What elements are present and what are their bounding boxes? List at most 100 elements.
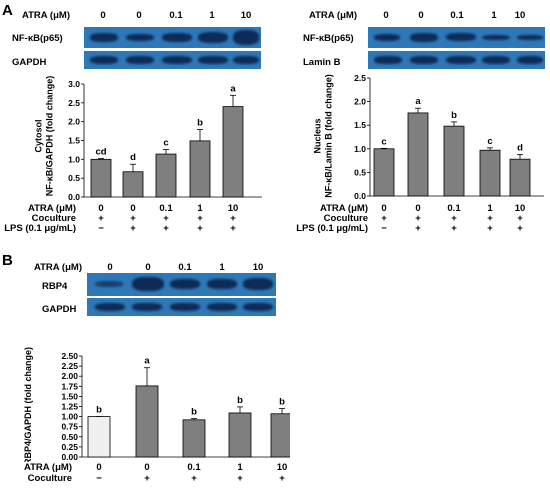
bar [270,413,290,458]
blot-label-laminb: Lamin B [303,57,341,68]
bar [155,153,177,198]
y-tick-label: 2.5 [68,98,80,108]
bar [222,106,244,198]
western-blot-laminb [368,51,545,69]
condition-cell: 0 [415,203,421,214]
y-tick-label: 1.0 [68,154,80,164]
y-tick-label: 2.50 [61,351,78,361]
condition-cell: 0 [130,203,136,214]
condition-cell: + [415,213,421,224]
condition-cell: 0 [98,203,104,214]
condition-row-label: LPS (0.1 μg/mL) [296,223,368,234]
blot-label-rbp4: RBP4 [42,281,68,292]
y-tick-label: 0.0 [354,191,366,201]
atra-dose-label: 0 [383,10,389,21]
atra-dose-label: 10 [252,262,264,273]
y-axis-title: RBP4/GAPDH (fold change) [23,347,33,462]
y-tick-label: 3.0 [68,79,80,89]
condition-cell: + [381,213,387,224]
bar [87,416,111,458]
condition-cell: 10 [227,203,239,214]
condition-cell: + [487,223,493,234]
y-tick-label: 0.0 [68,192,80,202]
significance-letter: d [517,142,523,153]
significance-letter: b [197,118,203,129]
western-blot-gapdh-a [84,51,261,69]
y-tick-label: 0.25 [61,442,78,452]
atra-dose-label: 1 [209,10,215,21]
condition-cell: + [197,213,203,224]
condition-cell: 0 [381,203,387,214]
atra-dose-label: 0 [418,10,424,21]
significance-letter: b [451,110,457,121]
y-tick-label: 2.0 [354,97,366,107]
bar [373,148,395,197]
condition-cell: + [144,473,150,484]
y-tick-label: 1.00 [61,412,78,422]
condition-cell: + [451,213,457,224]
significance-letter: c [381,136,386,147]
atra-dose-label: 0 [100,10,106,21]
atra-header-label: ATRA (μM) [33,262,82,273]
significance-letter: c [163,138,168,149]
condition-cell: + [517,213,523,224]
condition-cell: + [230,213,236,224]
bar [135,385,159,458]
condition-row-label: ATRA (μM) [27,203,76,214]
condition-cell: 0 [144,462,150,473]
panel-b-letter: B [2,252,13,269]
rbp4-bar-chart: 0.000.250.500.751.001.251.501.752.002.25… [23,347,290,462]
bar [443,125,465,197]
atra-dose-label: 0.1 [450,10,464,21]
condition-cell: + [451,223,457,234]
y-tick-label: 2.5 [354,73,366,83]
atra-dose-label: 1 [219,262,225,273]
bar [228,412,252,458]
y-tick-label: 0.00 [61,452,78,462]
y-tick-label: 0.5 [68,173,80,183]
y-tick-label: 0.75 [61,422,78,432]
blot-label-nfkb: NF-κB(p65) [12,33,63,44]
condition-cell: 0.1 [187,462,201,473]
condition-row-label: Coculture [27,473,72,484]
significance-letter: cd [95,147,106,158]
condition-cell: 1 [197,203,203,214]
blot-label-gapdh: GAPDH [12,57,47,68]
panel-a-letter: A [2,2,13,19]
y-axis-title: NucleusNF-κB/Lamin B (fold change) [313,74,334,198]
bar [90,158,112,198]
condition-cell: 0.1 [447,203,461,214]
condition-cell: 1 [237,462,243,473]
condition-cell: 10 [514,203,526,214]
significance-letter: b [279,397,285,408]
condition-cell: − [96,473,102,484]
condition-cell: + [163,223,169,234]
y-tick-label: 1.5 [68,136,80,146]
condition-row-label: ATRA (μM) [23,462,72,473]
significance-letter: b [237,395,243,406]
bar [182,419,206,458]
condition-cell: 1 [487,203,493,214]
condition-cell: + [237,473,243,484]
western-blot-nfkb-cytosol [84,27,261,48]
atra-dose-label: 1 [491,10,497,21]
bar [479,149,501,197]
western-blot-gapdh-b [87,298,276,316]
significance-letter: a [230,83,236,94]
condition-cell: + [130,213,136,224]
condition-cell: + [517,223,523,234]
y-tick-label: 0.5 [354,167,366,177]
atra-dose-label: 0 [107,262,113,273]
condition-cell: + [487,213,493,224]
significance-letter: b [96,405,102,416]
atra-header-label: ATRA (μM) [21,10,70,21]
condition-row-label: ATRA (μM) [319,203,368,214]
bar [122,171,144,198]
atra-dose-label: 0.1 [169,10,183,21]
atra-dose-label: 10 [514,10,526,21]
condition-cell: 0 [96,462,102,473]
y-tick-label: 1.0 [354,144,366,154]
condition-cell: + [197,223,203,234]
condition-cell: + [98,213,104,224]
western-blot-rbp4 [87,273,276,296]
